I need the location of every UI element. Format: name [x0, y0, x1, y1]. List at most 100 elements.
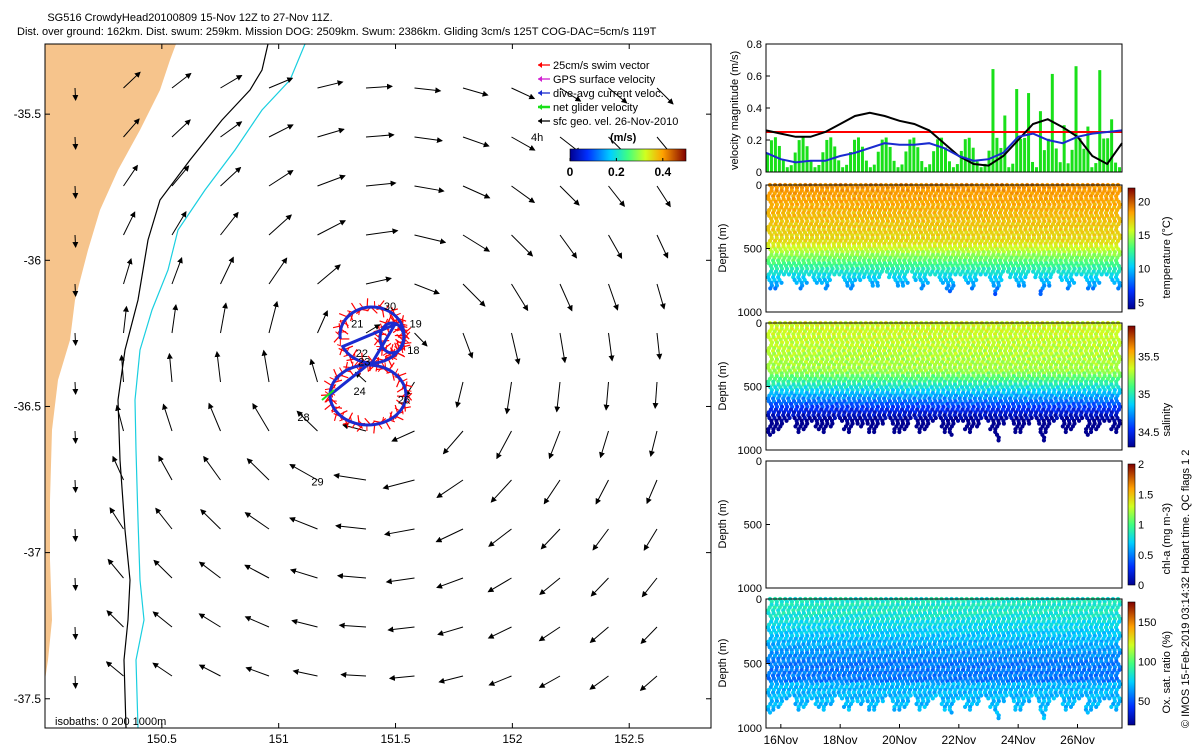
data-point: [786, 272, 792, 277]
net-velocity-bar: [1094, 163, 1098, 172]
data-point: [1038, 291, 1043, 297]
velocity-vector: [455, 381, 464, 408]
velocity-vector: [72, 185, 79, 199]
data-point: [942, 429, 947, 435]
y-tick-label: -36: [24, 253, 42, 267]
net-velocity-bar: [1015, 89, 1019, 172]
map-axes-frame: [44, 43, 712, 729]
net-velocity-bar: [829, 137, 833, 172]
data-point: [813, 424, 818, 429]
velocity-vector: [559, 283, 573, 312]
data-point: [913, 277, 918, 283]
swim-vector: [385, 421, 391, 430]
data-point: [908, 415, 913, 421]
velocity-vector: [317, 310, 329, 334]
data-point: [819, 280, 824, 285]
net-velocity-bar: [864, 160, 868, 172]
velocity-vector: [220, 166, 242, 187]
data-point: [865, 421, 870, 426]
velocity-vector: [442, 430, 464, 455]
velocity-vector: [245, 666, 270, 677]
data-point: [880, 421, 885, 426]
velocity-vector: [220, 121, 243, 138]
net-velocity-bar: [785, 167, 789, 172]
velocity-vector: [608, 283, 619, 311]
velocity-vector: [462, 87, 489, 97]
y-tick-label: -35.5: [14, 107, 42, 121]
net-velocity-bar: [813, 167, 817, 172]
net-velocity-bar: [833, 146, 837, 172]
legend-label: dive-avg current veloc.: [553, 88, 664, 100]
velocity-vector: [656, 283, 666, 310]
day-label: 30: [384, 301, 396, 313]
day-label: 28: [297, 412, 309, 424]
velocity-vector: [589, 675, 609, 690]
velocity-vector: [317, 264, 341, 285]
data-point: [845, 283, 850, 288]
isobath-label: isobaths: 0 200 1000m: [55, 716, 166, 728]
velocity-vector: [511, 136, 536, 151]
velocity-vector: [291, 618, 318, 628]
velocity-vector: [198, 613, 221, 628]
velocity-vector: [342, 423, 367, 432]
net-velocity-bar: [924, 167, 928, 172]
velocity-vector: [462, 332, 474, 359]
data-point: [841, 427, 847, 432]
velocity-vector: [244, 512, 270, 530]
chart-title: SG516 CrowdyHead20100809 15-Nov 12Z to 2…: [47, 12, 333, 24]
velocity-vector: [559, 87, 582, 102]
velocity-vector: [123, 164, 138, 187]
net-velocity-bar: [817, 164, 821, 172]
data-point: [1023, 275, 1028, 280]
velocity-vector: [208, 402, 221, 432]
data-point: [962, 427, 968, 432]
velocity-vector: [122, 305, 129, 334]
velocity-vector: [639, 675, 658, 691]
data-point: [779, 280, 784, 285]
velocity-vector: [548, 430, 561, 460]
data-point: [875, 283, 880, 288]
velocity-vector: [487, 626, 512, 639]
x-tick-label: 150.5: [147, 732, 177, 746]
data-point: [886, 275, 892, 280]
y-tick-label: 0: [756, 167, 762, 179]
velocity-vector: [391, 430, 415, 442]
velocity-vector: [414, 136, 443, 144]
net-velocity-bar: [1090, 167, 1094, 172]
data-point: [804, 280, 809, 285]
data-point: [1016, 283, 1022, 288]
net-velocity-bar: [825, 139, 829, 172]
data-point: [967, 429, 973, 435]
net-velocity-bar: [888, 146, 892, 172]
colorbar-tick-label: 20: [1138, 196, 1150, 208]
velocity-vector: [608, 234, 623, 259]
data-point: [870, 283, 875, 288]
velocity-vector: [437, 626, 464, 636]
velocity-vector: [105, 661, 124, 677]
velocity-vector: [171, 257, 183, 285]
velocity-vector: [123, 258, 133, 285]
net-velocity-bar: [849, 151, 853, 172]
net-velocity-bar: [900, 164, 904, 172]
velocity-vector: [292, 669, 318, 677]
data-point: [821, 429, 826, 435]
data-point: [939, 424, 944, 429]
velocity-vector: [438, 675, 464, 684]
net-velocity-bar: [853, 139, 857, 172]
net-velocity-bar: [880, 139, 884, 172]
day-label: 19: [410, 319, 422, 331]
velocity-vector: [488, 675, 512, 686]
data-point: [867, 429, 872, 435]
velocity-vector: [511, 234, 534, 257]
y-tick-label: -37: [24, 546, 42, 560]
x-tick-label: 151: [269, 732, 289, 746]
data-point: [1001, 421, 1006, 426]
data-point: [922, 427, 927, 432]
data-point: [801, 427, 806, 432]
velocity-vector: [317, 174, 346, 187]
net-velocity-bar: [908, 139, 912, 172]
